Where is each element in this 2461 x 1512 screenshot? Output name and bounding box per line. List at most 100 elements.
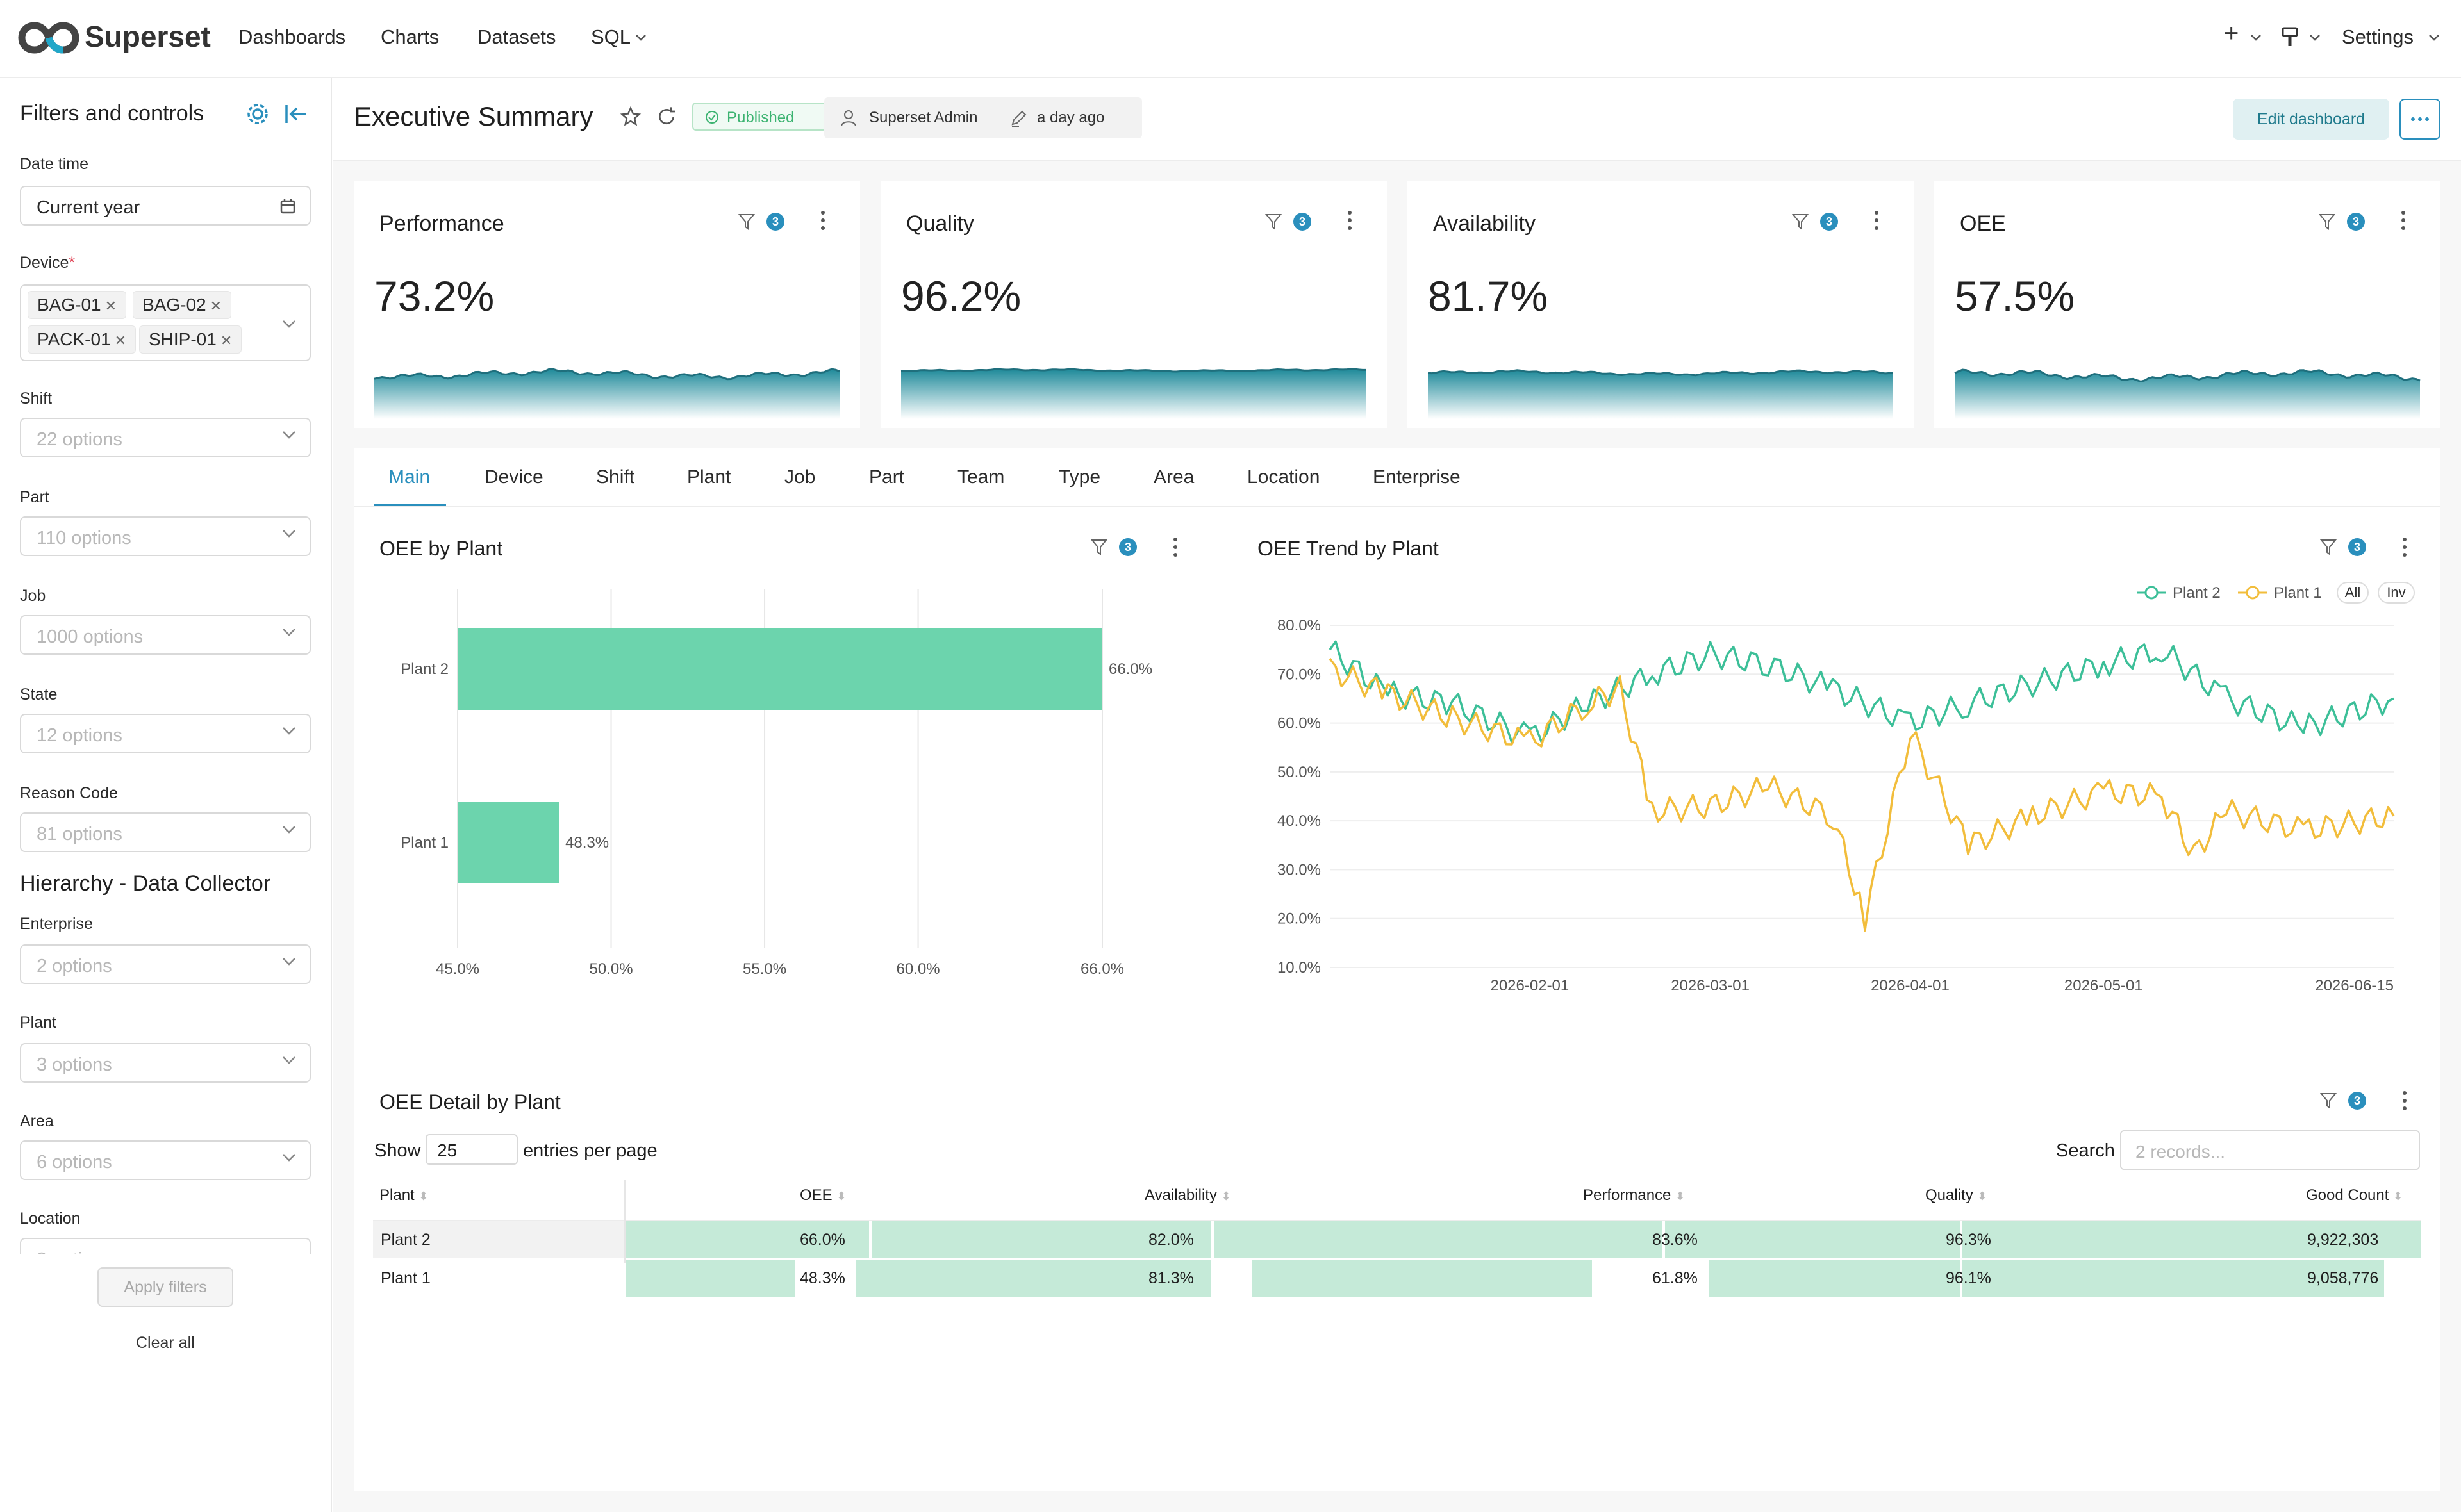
device-tag[interactable]: BAG-02 ✕	[133, 291, 232, 319]
shift-select[interactable]: 22 options	[20, 418, 311, 457]
col-header-oee[interactable]: OEE ⬍	[800, 1187, 846, 1204]
filter-icon[interactable]	[2319, 1092, 2337, 1110]
legend-marker-icon	[2137, 586, 2166, 600]
gear-icon[interactable]	[245, 101, 270, 127]
close-icon[interactable]: ✕	[220, 333, 233, 349]
filter-icon[interactable]	[738, 213, 756, 231]
kebab-menu-icon[interactable]	[820, 210, 825, 231]
tab-enterprise[interactable]: Enterprise	[1373, 466, 1461, 488]
chevron-down-icon[interactable]	[283, 320, 295, 328]
area-select[interactable]: 6 options	[20, 1140, 311, 1180]
datetime-select[interactable]: Current year	[20, 186, 311, 226]
edit-dashboard-button[interactable]: Edit dashboard	[2233, 99, 2389, 140]
device-tag[interactable]: SHIP-01 ✕	[139, 325, 242, 354]
legend-inverse-button[interactable]: Inv	[2378, 582, 2415, 604]
tab-team[interactable]: Team	[957, 466, 1005, 488]
device-tag[interactable]: BAG-01 ✕	[28, 291, 127, 319]
reason-code-select[interactable]: 81 options	[20, 812, 311, 852]
tag-label: BAG-02	[142, 295, 206, 315]
col-header-label: Quality	[1925, 1187, 1973, 1204]
device-tag[interactable]: PACK-01 ✕	[28, 325, 137, 354]
device-multiselect[interactable]: BAG-01 ✕ BAG-02 ✕ PACK-01 ✕ SHIP-01 ✕	[20, 284, 311, 361]
kebab-menu-icon[interactable]	[1173, 537, 1178, 557]
tab-type[interactable]: Type	[1059, 466, 1101, 488]
kebab-menu-icon[interactable]	[1347, 210, 1352, 231]
clear-all-button[interactable]: Clear all	[136, 1334, 195, 1352]
settings-chevron-down-icon[interactable]	[2429, 35, 2439, 41]
col-header-plant[interactable]: Plant ⬍	[379, 1187, 428, 1204]
nav-datasets[interactable]: Datasets	[477, 26, 556, 48]
tab-shift[interactable]: Shift	[596, 466, 635, 488]
dashboard-title[interactable]: Executive Summary	[354, 101, 593, 131]
enterprise-label: Enterprise	[20, 915, 93, 933]
brand-name[interactable]: Superset	[85, 20, 211, 53]
sql-chevron-down-icon[interactable]	[636, 35, 646, 41]
filter-icon[interactable]	[2318, 213, 2336, 231]
star-icon[interactable]	[620, 106, 642, 127]
metadata-bar: Superset Admin a day ago	[824, 97, 1142, 138]
table-row[interactable]: Plant 2 66.0% 82.0% 83.6% 96.3% 9,922,30…	[373, 1221, 2421, 1258]
y-tick-label: 50.0%	[1277, 764, 1321, 781]
cell-good-count: 9,922,303	[2307, 1231, 2379, 1249]
dashboard-header: Executive Summary Published Superset Adm…	[333, 78, 2461, 161]
theme-brush-icon[interactable]	[2282, 27, 2299, 47]
modified-time: a day ago	[1037, 109, 1105, 126]
col-header-availability[interactable]: Availability ⬍	[1145, 1187, 1231, 1204]
col-header-good-count[interactable]: Good Count ⬍	[2306, 1187, 2403, 1204]
close-icon[interactable]: ✕	[104, 298, 117, 314]
published-badge[interactable]: Published	[692, 103, 827, 131]
tab-main[interactable]: Main	[388, 466, 431, 488]
kebab-menu-icon[interactable]	[1874, 210, 1879, 231]
kpi-title: Quality	[906, 211, 974, 236]
filter-icon[interactable]	[1090, 538, 1108, 556]
bar	[458, 628, 1102, 710]
theme-chevron-down-icon[interactable]	[2310, 35, 2320, 41]
filter-icon[interactable]	[1264, 213, 1282, 231]
page-size-input[interactable]: 25	[426, 1134, 518, 1165]
plus-icon[interactable]: +	[2224, 19, 2239, 47]
tab-device[interactable]: Device	[485, 466, 543, 488]
legend-all-button[interactable]: All	[2337, 582, 2369, 604]
table-row[interactable]: Plant 1 48.3% 81.3% 61.8% 96.1% 9,058,77…	[373, 1260, 2421, 1297]
bar	[458, 802, 559, 883]
kebab-menu-icon[interactable]	[2402, 1090, 2407, 1111]
availability-bar-cell	[856, 1260, 1211, 1297]
job-select[interactable]: 1000 options	[20, 615, 311, 655]
filter-icon[interactable]	[2319, 538, 2337, 556]
enterprise-select[interactable]: 2 options	[20, 944, 311, 984]
settings-menu[interactable]: Settings	[2342, 26, 2414, 48]
plus-chevron-down-icon[interactable]	[2251, 35, 2261, 41]
superset-logo-icon[interactable]	[18, 22, 79, 54]
close-icon[interactable]: ✕	[114, 333, 127, 349]
col-header-performance[interactable]: Performance ⬍	[1583, 1187, 1685, 1204]
close-icon[interactable]: ✕	[210, 298, 222, 314]
apply-filters-button[interactable]: Apply filters	[97, 1267, 233, 1307]
location-select[interactable]: 8 options	[20, 1238, 311, 1254]
kebab-menu-icon[interactable]	[2401, 210, 2406, 231]
cell-availability: 82.0%	[1148, 1231, 1194, 1249]
state-select[interactable]: 12 options	[20, 714, 311, 753]
search-input[interactable]: 2 records...	[2120, 1130, 2420, 1170]
col-header-label: Availability	[1145, 1187, 1217, 1204]
plant-select[interactable]: 3 options	[20, 1043, 311, 1083]
tab-plant[interactable]: Plant	[687, 466, 731, 488]
nav-dashboards[interactable]: Dashboards	[238, 26, 346, 48]
sort-icon: ⬍	[1221, 1190, 1231, 1203]
location-select-clipped[interactable]: 8 options	[20, 1238, 311, 1254]
kebab-menu-icon[interactable]	[2402, 537, 2407, 557]
top-navbar: Superset Dashboards Charts Datasets SQL …	[0, 0, 2461, 78]
nav-charts[interactable]: Charts	[381, 26, 440, 48]
line-chart-title: OEE Trend by Plant	[1257, 537, 1439, 560]
tab-area[interactable]: Area	[1154, 466, 1195, 488]
nav-sql[interactable]: SQL	[591, 26, 631, 48]
tab-job[interactable]: Job	[784, 466, 816, 488]
collapse-sidebar-icon[interactable]	[285, 104, 308, 124]
filter-icon[interactable]	[1791, 213, 1809, 231]
sparkline	[1954, 368, 2421, 419]
more-options-button[interactable]	[2399, 99, 2440, 140]
refresh-icon[interactable]	[656, 106, 677, 127]
col-header-quality[interactable]: Quality ⬍	[1925, 1187, 1987, 1204]
tab-part[interactable]: Part	[869, 466, 905, 488]
tab-location[interactable]: Location	[1247, 466, 1320, 488]
part-select[interactable]: 110 options	[20, 516, 311, 556]
